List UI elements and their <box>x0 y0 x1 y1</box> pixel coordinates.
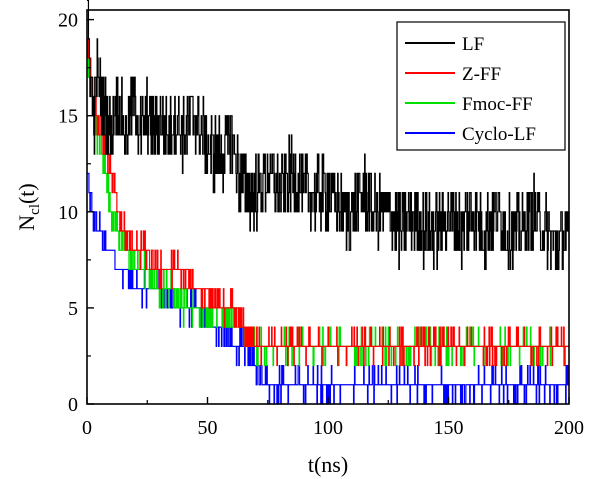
x-tick-label: 150 <box>434 417 464 439</box>
y-tick-label: 0 <box>68 394 78 416</box>
y-axis-label-main: N <box>14 215 39 231</box>
y-axis-label-subscript: cl <box>27 204 43 215</box>
y-tick-label: 15 <box>58 106 78 128</box>
series-line-lf <box>87 0 570 271</box>
axis-ticks: 0 50 100 150 200 0 5 10 15 20 <box>58 10 584 439</box>
legend: LF Z-FF Fmoc-FF Cyclo-LF <box>396 21 566 151</box>
legend-label: LF <box>462 34 484 55</box>
x-axis-label: t(ns) <box>308 452 348 477</box>
y-tick-label: 5 <box>68 298 78 320</box>
x-tick-label: 0 <box>82 417 92 439</box>
legend-label: Cyclo-LF <box>462 124 536 145</box>
x-tick-label: 50 <box>198 417 218 439</box>
legend-label: Fmoc-FF <box>462 94 533 115</box>
plot-series <box>86 0 570 405</box>
series-line-z-ff <box>86 38 569 367</box>
y-tick-label: 20 <box>58 10 78 32</box>
x-tick-label: 200 <box>554 417 584 439</box>
y-axis-label: Ncl(t) <box>14 183 43 230</box>
legend-label: Z-FF <box>462 64 501 85</box>
x-tick-label: 100 <box>313 417 343 439</box>
y-axis-label-tail: (t) <box>14 183 39 204</box>
y-tick-label: 10 <box>58 202 78 224</box>
